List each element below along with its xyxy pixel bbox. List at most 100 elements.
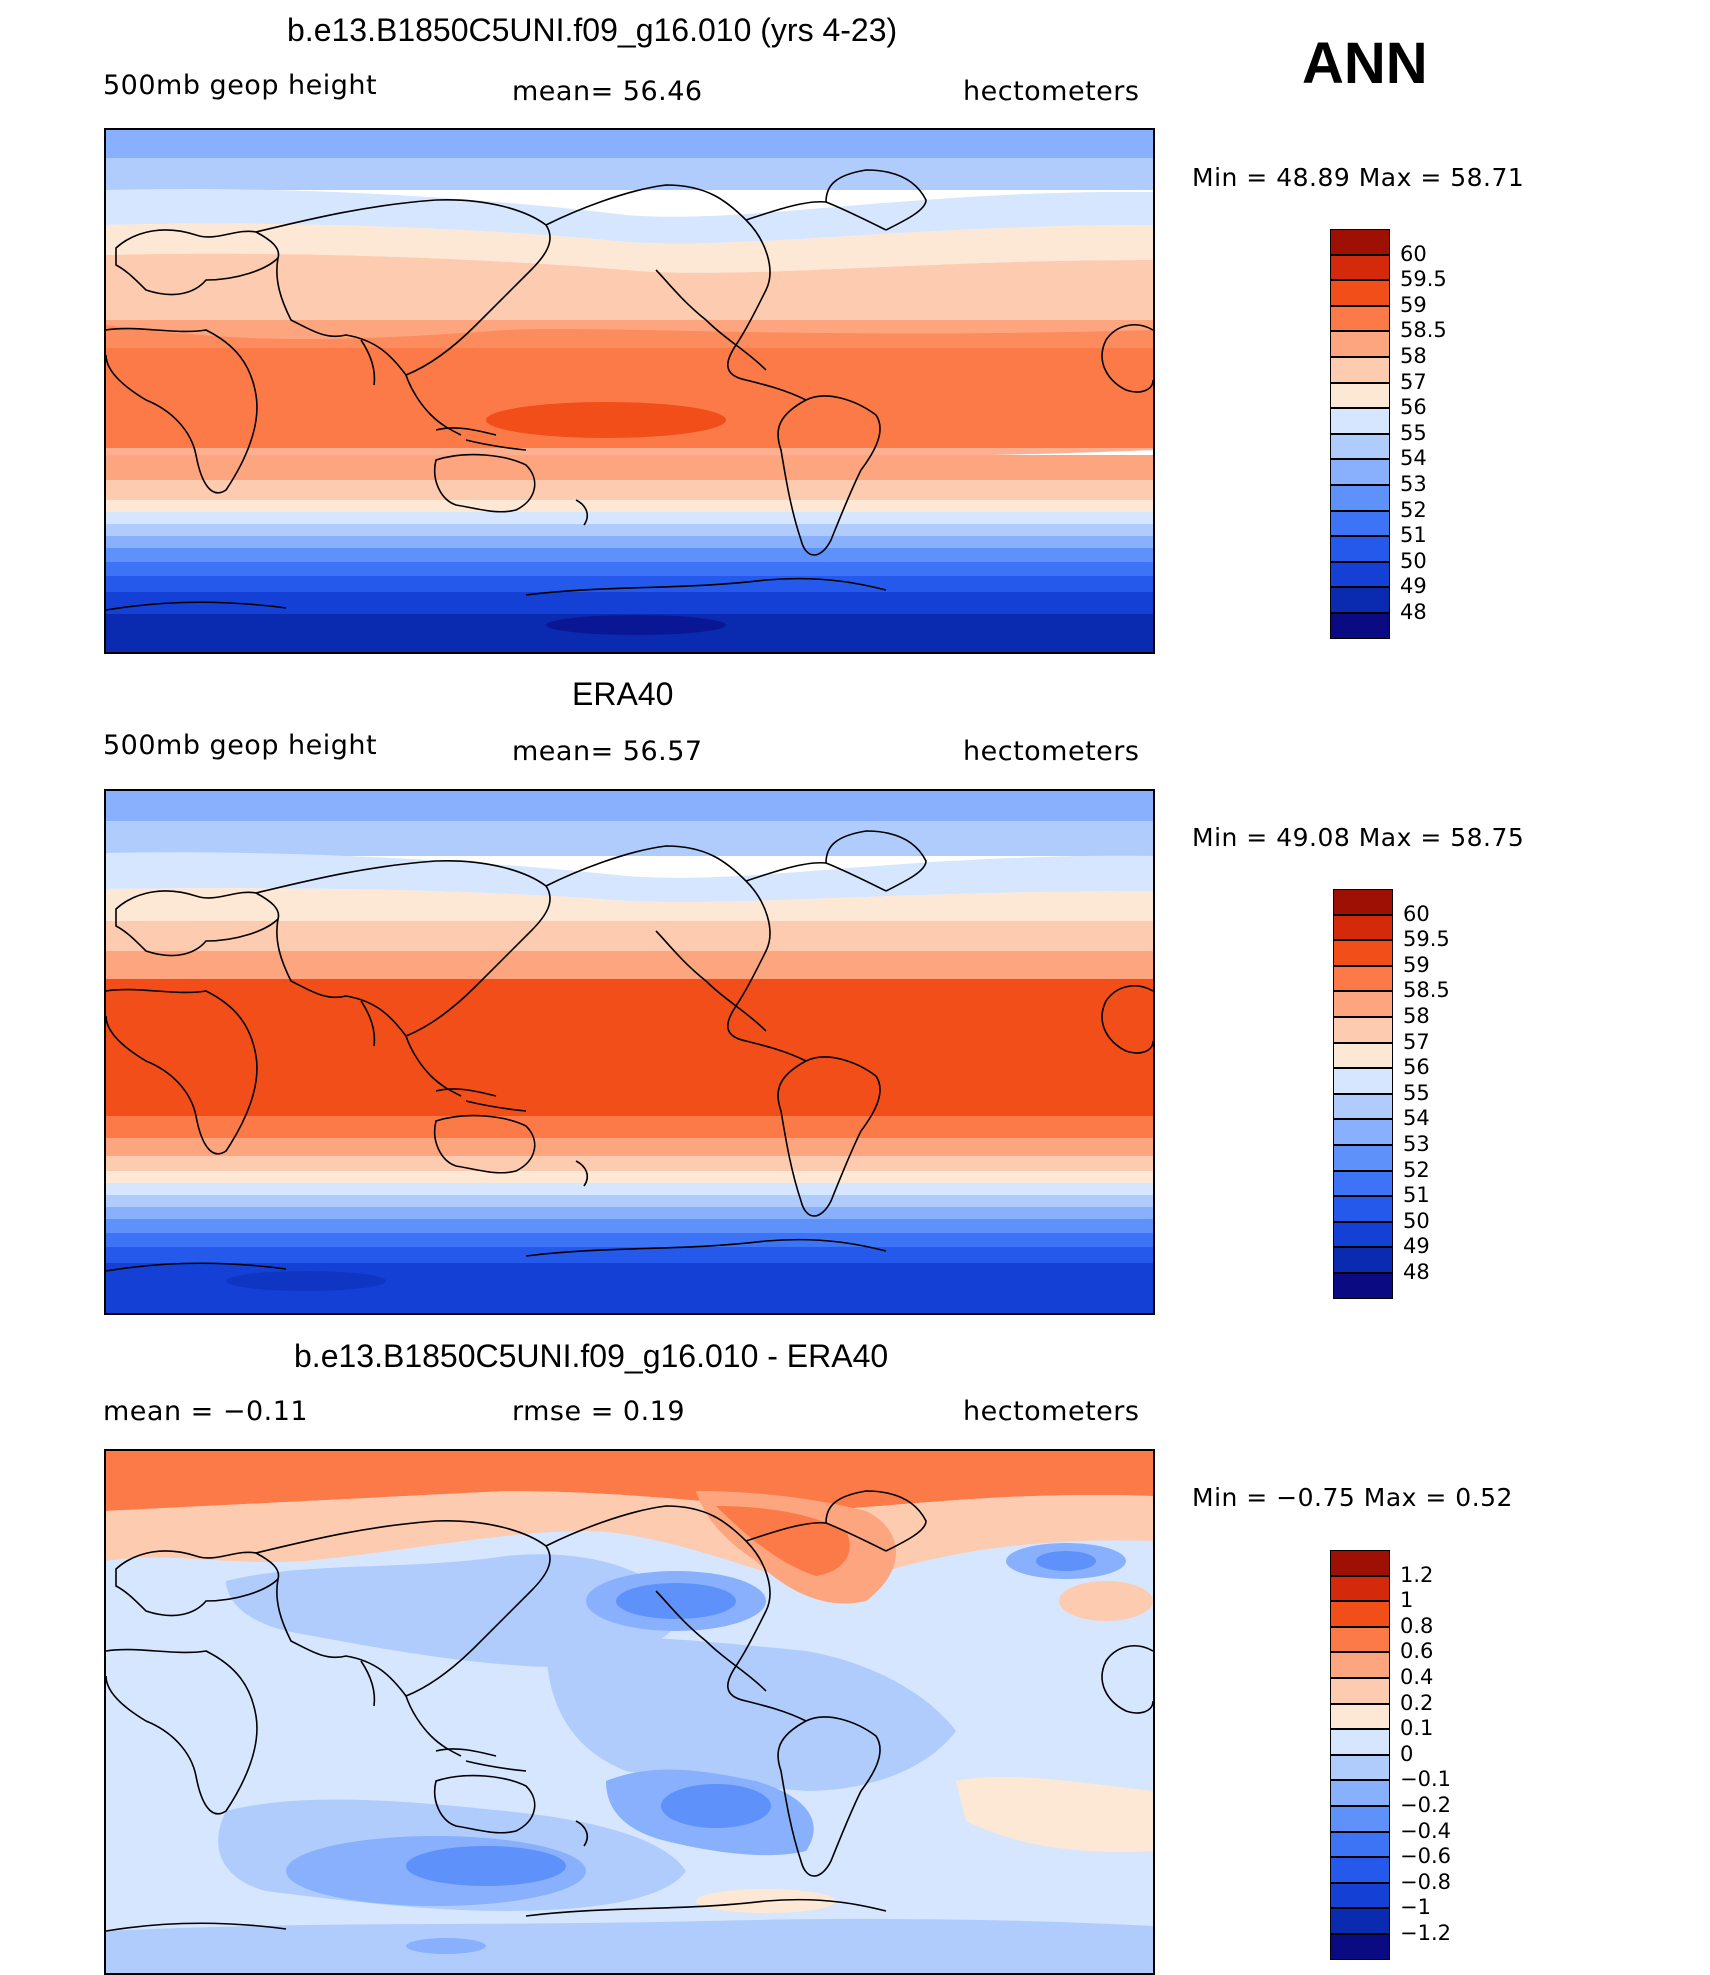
panel-obs-units: hectometers <box>963 736 1140 767</box>
colorbar-swatch <box>1333 1247 1393 1273</box>
colorbar-swatch <box>1330 1626 1390 1653</box>
colorbar-swatch <box>1330 280 1390 306</box>
colorbar-label: 56 <box>1403 1055 1430 1080</box>
panel-diff-minmax: Min = −0.75 Max = 0.52 <box>1192 1483 1513 1512</box>
colorbar-swatch <box>1330 1703 1390 1730</box>
panel-diff-map <box>104 1449 1155 1975</box>
colorbar-label: −0.4 <box>1400 1818 1451 1843</box>
colorbar-label: 56 <box>1400 395 1427 420</box>
colorbar-swatch <box>1333 889 1393 915</box>
colorbar-swatch <box>1330 1908 1390 1934</box>
colorbar-swatch <box>1330 1729 1390 1755</box>
colorbar-swatch <box>1330 331 1390 357</box>
colorbar-swatch <box>1333 1068 1393 1094</box>
colorbar-swatch <box>1330 357 1390 383</box>
colorbar-label: 52 <box>1403 1157 1430 1182</box>
colorbar-label: −0.6 <box>1400 1844 1451 1869</box>
colorbar-label: −0.2 <box>1400 1793 1451 1817</box>
colorbar-swatch <box>1333 1093 1393 1120</box>
colorbar-swatch <box>1330 459 1390 485</box>
colorbar-label: 58 <box>1400 344 1427 368</box>
colorbar-swatch <box>1330 382 1390 409</box>
colorbar-label: 59 <box>1400 292 1427 317</box>
colorbar-label: 0.1 <box>1400 1716 1434 1741</box>
panel-model-bands <box>106 130 1153 652</box>
panel-model-minmax: Min = 48.89 Max = 58.71 <box>1192 163 1525 192</box>
colorbar-swatch <box>1330 254 1390 281</box>
colorbar-swatch <box>1330 536 1390 562</box>
colorbar-label: 50 <box>1403 1208 1430 1233</box>
colorbar-swatch <box>1333 1145 1393 1171</box>
colorbar-label: 1.2 <box>1400 1562 1434 1587</box>
colorbar-swatch <box>1333 1170 1393 1197</box>
colorbar-label: 49 <box>1403 1234 1430 1259</box>
colorbar-label: 0.4 <box>1400 1665 1434 1689</box>
colorbar-label: 60 <box>1403 901 1430 926</box>
panel-obs-mean: mean= 56.57 <box>512 736 703 767</box>
colorbar-label: −1.2 <box>1400 1921 1451 1945</box>
colorbar-label: 48 <box>1403 1260 1430 1284</box>
colorbar-label: 55 <box>1403 1080 1430 1105</box>
colorbar-label: 59.5 <box>1400 267 1447 292</box>
colorbar-swatch <box>1333 991 1393 1017</box>
panel-obs-variable: 500mb geop height <box>103 730 378 761</box>
panel-diff-units: hectometers <box>963 1396 1140 1427</box>
colorbar-swatch <box>1330 1934 1390 1960</box>
panel-obs-title: ERA40 <box>572 676 674 712</box>
colorbar-swatch <box>1330 229 1390 255</box>
colorbar-label: 60 <box>1400 241 1427 266</box>
panel-obs-map <box>104 789 1155 1315</box>
colorbar-label: 51 <box>1400 523 1427 548</box>
colorbar-label: 51 <box>1403 1183 1430 1208</box>
colorbar-swatch <box>1330 1831 1390 1858</box>
colorbar-swatch <box>1333 1196 1393 1222</box>
colorbar-label: 50 <box>1400 548 1427 573</box>
panel-model-map <box>104 128 1155 654</box>
colorbar-label: 54 <box>1403 1106 1430 1131</box>
panel-obs-bands <box>106 791 1153 1313</box>
colorbar-label: −0.1 <box>1400 1767 1451 1792</box>
panel-model-units: hectometers <box>963 76 1140 107</box>
colorbar-label: 53 <box>1400 472 1427 496</box>
colorbar-swatch <box>1330 1550 1390 1576</box>
colorbar-label: 58.5 <box>1403 978 1450 1003</box>
colorbar-swatch <box>1333 1221 1393 1248</box>
colorbar-swatch <box>1330 587 1390 613</box>
colorbar-label: 55 <box>1400 420 1427 445</box>
panel-model-variable: 500mb geop height <box>103 70 378 101</box>
panel-diff-fields <box>106 1451 1153 1973</box>
colorbar-swatch <box>1330 1882 1390 1909</box>
colorbar-swatch <box>1330 1806 1390 1832</box>
colorbar-swatch <box>1330 1780 1390 1806</box>
colorbar-label: 0 <box>1400 1741 1414 1766</box>
panel-diff-colorbar: 1.2 1 0.8 0.6 0.4 0.2 0.1 0 −0.1 −0.2 −0.4 −0.6 −0.8… <box>1330 1550 1530 1965</box>
colorbar-label: 57 <box>1400 369 1427 394</box>
colorbar-swatch <box>1333 1042 1393 1069</box>
colorbar-label: 59 <box>1403 952 1430 977</box>
colorbar-swatch <box>1330 305 1390 332</box>
colorbar-label: 58 <box>1403 1004 1430 1028</box>
colorbar-swatch <box>1330 1601 1390 1627</box>
colorbar-label: 0.6 <box>1400 1639 1434 1664</box>
panel-diff-mean: mean = −0.11 <box>103 1396 309 1427</box>
colorbar-label: 54 <box>1400 446 1427 471</box>
panel-obs-colorbar: 60 59.5 59 58.5 58 57 56 55 54 53 52 51 50 49 48 <box>1333 889 1533 1304</box>
colorbar-swatch <box>1330 510 1390 537</box>
colorbar-label: 0.2 <box>1400 1690 1434 1715</box>
season-label: ANN <box>1302 31 1428 96</box>
colorbar-swatch <box>1333 965 1393 992</box>
colorbar-label: 53 <box>1403 1132 1430 1156</box>
colorbar-label: 48 <box>1400 600 1427 624</box>
colorbar-swatch <box>1330 485 1390 511</box>
colorbar-swatch <box>1333 940 1393 966</box>
panel-model-mean: mean= 56.46 <box>512 76 703 107</box>
colorbar-label: 59.5 <box>1403 927 1450 952</box>
colorbar-label: 0.8 <box>1400 1613 1434 1638</box>
colorbar-swatch <box>1333 1017 1393 1043</box>
panel-obs-minmax: Min = 49.08 Max = 58.75 <box>1192 823 1525 852</box>
colorbar-swatch <box>1333 1119 1393 1145</box>
colorbar-label: 49 <box>1400 574 1427 599</box>
colorbar-label: 1 <box>1400 1588 1414 1613</box>
colorbar-swatch <box>1330 1857 1390 1883</box>
panel-model-title: b.e13.B1850C5UNI.f09_g16.010 (yrs 4-23) <box>287 12 898 48</box>
